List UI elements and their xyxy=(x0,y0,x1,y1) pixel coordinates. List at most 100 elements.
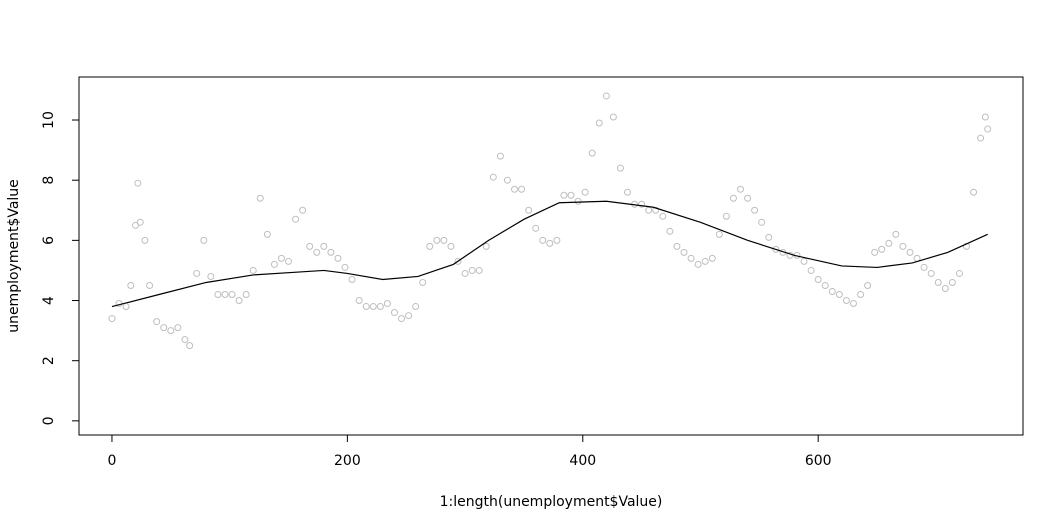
data-point xyxy=(327,248,335,256)
data-point xyxy=(680,248,688,256)
data-point xyxy=(828,287,836,295)
data-point xyxy=(383,300,391,308)
y-tick-label: 4 xyxy=(41,296,57,305)
data-point xyxy=(263,230,271,238)
data-point xyxy=(821,281,829,289)
plot-box xyxy=(78,76,1024,436)
data-point xyxy=(518,185,526,193)
data-point xyxy=(221,291,229,299)
data-point xyxy=(581,188,589,196)
data-point xyxy=(715,230,723,238)
data-point xyxy=(454,257,462,265)
data-point xyxy=(652,206,660,214)
data-point xyxy=(348,275,356,283)
data-point xyxy=(560,191,568,199)
data-point xyxy=(475,266,483,274)
data-point xyxy=(885,239,893,247)
data-point xyxy=(186,342,194,350)
data-point xyxy=(376,303,384,311)
data-point xyxy=(134,179,142,187)
data-point xyxy=(285,257,293,265)
data-point xyxy=(141,236,149,244)
data-point xyxy=(892,230,900,238)
data-point xyxy=(595,119,603,127)
data-point xyxy=(127,281,135,289)
data-point xyxy=(539,236,547,244)
data-point xyxy=(200,236,208,244)
data-point xyxy=(899,242,907,250)
y-tick-label: 2 xyxy=(41,356,57,365)
data-point xyxy=(468,266,476,274)
data-point xyxy=(729,194,737,202)
data-point xyxy=(447,242,455,250)
data-point xyxy=(977,134,985,142)
data-point xyxy=(744,194,752,202)
x-axis-label: 1:length(unemployment$Value) xyxy=(440,494,663,510)
data-point xyxy=(638,200,646,208)
data-point xyxy=(567,191,575,199)
data-point xyxy=(701,257,709,265)
data-point xyxy=(242,291,250,299)
data-point xyxy=(857,291,865,299)
x-tick-label: 0 xyxy=(107,453,116,469)
x-tick-label: 600 xyxy=(805,453,832,469)
data-point xyxy=(984,125,992,133)
data-point xyxy=(398,315,406,323)
data-point xyxy=(440,236,448,244)
data-point xyxy=(249,266,257,274)
x-tick-label: 200 xyxy=(334,453,361,469)
data-point xyxy=(426,242,434,250)
data-point xyxy=(765,233,773,241)
data-point xyxy=(334,254,342,262)
y-tick-label: 0 xyxy=(41,416,57,425)
data-point xyxy=(108,315,116,323)
data-point xyxy=(609,113,617,121)
data-point xyxy=(687,254,695,262)
data-point xyxy=(153,318,161,326)
data-point xyxy=(390,309,398,317)
data-point xyxy=(167,327,175,335)
data-point xyxy=(602,92,610,100)
data-point xyxy=(489,173,497,181)
y-axis-label: unemployment$Value xyxy=(6,179,22,333)
data-point xyxy=(313,248,321,256)
y-tick-label: 8 xyxy=(41,176,57,185)
data-point xyxy=(122,303,130,311)
data-point xyxy=(136,218,144,226)
smooth-line xyxy=(111,200,988,308)
y-tick-label: 10 xyxy=(41,111,57,129)
data-point xyxy=(616,164,624,172)
data-point xyxy=(146,281,154,289)
data-point xyxy=(800,257,808,265)
data-point xyxy=(927,269,935,277)
data-point xyxy=(751,206,759,214)
data-point xyxy=(955,269,963,277)
data-point xyxy=(673,242,681,250)
data-point xyxy=(228,291,236,299)
data-point xyxy=(934,278,942,286)
data-point xyxy=(920,263,928,271)
data-point xyxy=(532,224,540,232)
data-point xyxy=(193,269,201,277)
data-point xyxy=(694,260,702,268)
data-point xyxy=(722,212,730,220)
data-point xyxy=(666,227,674,235)
data-point xyxy=(214,291,222,299)
data-point xyxy=(256,194,264,202)
data-point xyxy=(419,278,427,286)
data-point xyxy=(181,336,189,344)
data-point xyxy=(369,303,377,311)
data-point xyxy=(270,260,278,268)
data-point xyxy=(355,297,363,305)
data-point xyxy=(433,236,441,244)
data-point xyxy=(948,278,956,286)
data-point xyxy=(482,242,490,250)
data-point xyxy=(878,245,886,253)
data-point xyxy=(645,206,653,214)
data-point xyxy=(160,324,168,332)
data-point xyxy=(737,185,745,193)
data-point xyxy=(772,245,780,253)
data-point xyxy=(553,236,561,244)
data-point xyxy=(981,113,989,121)
